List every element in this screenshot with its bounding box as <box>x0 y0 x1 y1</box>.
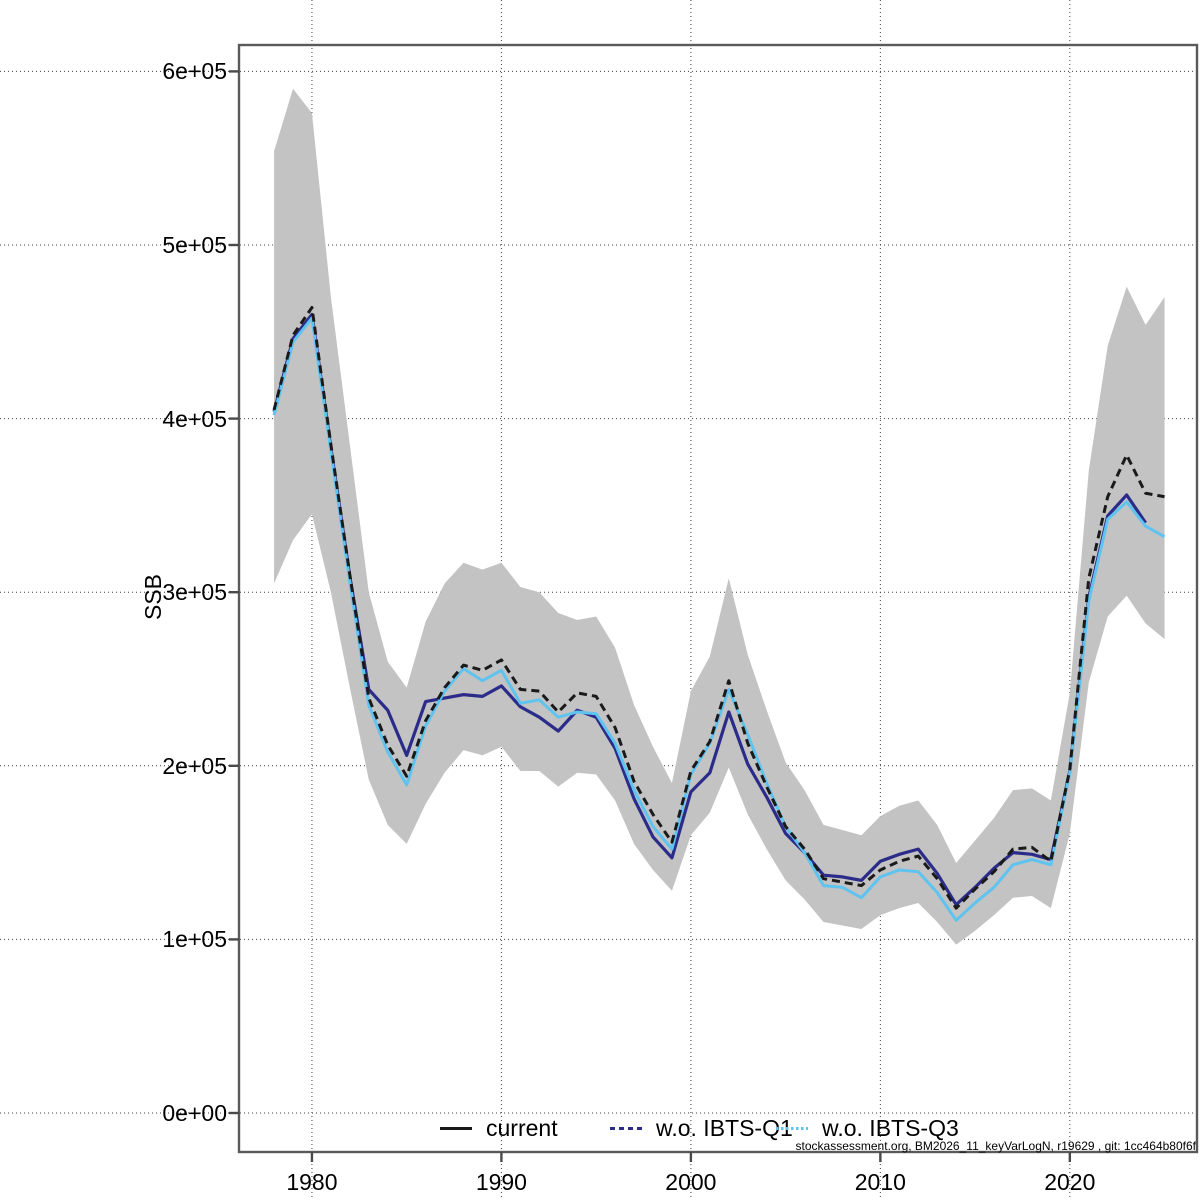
legend-line-sample-wo-ibts-q3 <box>776 1126 808 1130</box>
legend-item-current: current <box>440 1114 558 1141</box>
y-tick-label: 6e+05 <box>162 58 227 85</box>
series-line-w-o-ibts-q3 <box>272 316 1166 922</box>
y-tick-label: 1e+05 <box>162 926 227 953</box>
y-tick-label: 4e+05 <box>162 405 227 432</box>
legend-item-wo-ibts-q1: w.o. IBTS-Q1 <box>610 1114 793 1141</box>
y-tick-label: 3e+05 <box>162 579 227 606</box>
y-tick-label: 5e+05 <box>162 232 227 258</box>
y-tick-label: 0e+00 <box>162 1100 227 1126</box>
x-tick-label: 1990 <box>475 1169 527 1195</box>
legend-label-current: current <box>486 1114 558 1141</box>
plot-frame <box>237 43 1199 1154</box>
confidence-band <box>274 88 1165 945</box>
legend-label-wo-ibts-q1: w.o. IBTS-Q1 <box>656 1114 793 1141</box>
legend-line-sample-wo-ibts-q1 <box>610 1126 642 1130</box>
x-tick-label: 2020 <box>1044 1169 1096 1195</box>
series-line-current <box>272 305 1165 910</box>
legend-item-wo-ibts-q3: w.o. IBTS-Q3 <box>776 1114 959 1141</box>
x-tick-label: 2010 <box>854 1169 906 1195</box>
x-tick-label: 2000 <box>665 1169 717 1195</box>
y-tick-label: 2e+05 <box>162 752 227 779</box>
legend-line-sample-current <box>440 1126 472 1130</box>
x-tick-label: 1980 <box>286 1169 338 1195</box>
caption: stockassessment.org, BM2026_11_keyVarLog… <box>795 1139 1196 1153</box>
legend-label-wo-ibts-q3: w.o. IBTS-Q3 <box>822 1114 959 1141</box>
